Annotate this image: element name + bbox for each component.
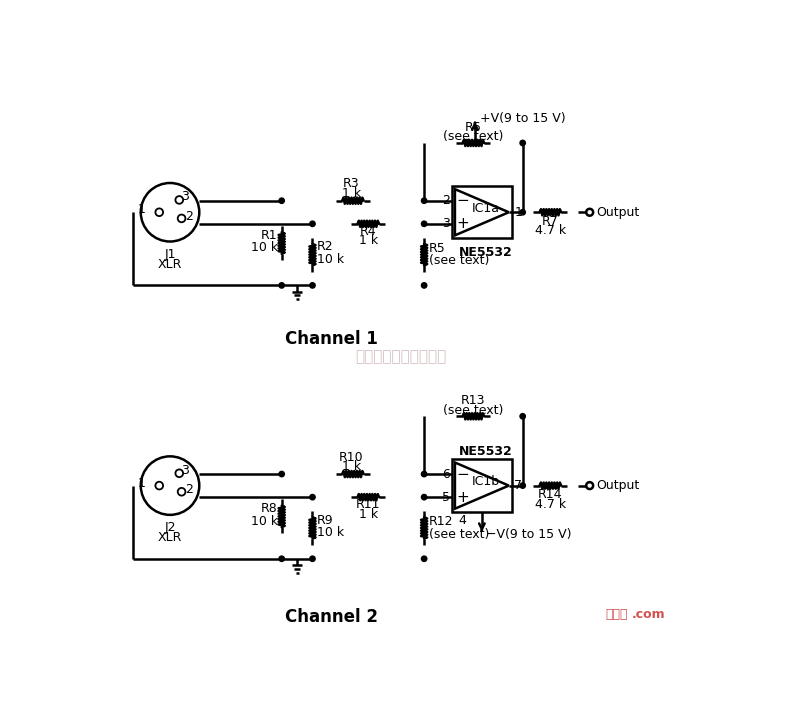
Text: −V(9 to 15 V): −V(9 to 15 V)	[487, 528, 572, 542]
Text: (see text): (see text)	[443, 404, 503, 417]
Circle shape	[279, 283, 284, 288]
Text: 7: 7	[514, 479, 522, 492]
Text: +: +	[457, 490, 469, 505]
Text: (see text): (see text)	[429, 254, 489, 267]
Text: 3: 3	[181, 190, 189, 203]
Text: R12: R12	[429, 515, 453, 528]
Text: 10 k: 10 k	[317, 253, 344, 266]
Text: Channel 1: Channel 1	[285, 330, 378, 349]
Text: 1: 1	[137, 477, 145, 490]
Circle shape	[310, 221, 315, 226]
Text: 1 k: 1 k	[359, 234, 378, 247]
Text: 1 k: 1 k	[342, 460, 361, 473]
Bar	[452, 186, 512, 239]
Text: NE5532: NE5532	[459, 445, 513, 458]
Circle shape	[279, 198, 284, 203]
Circle shape	[520, 483, 525, 488]
Text: NE5532: NE5532	[459, 246, 513, 259]
Text: IC1a: IC1a	[472, 202, 500, 215]
Text: 1 k: 1 k	[359, 508, 378, 520]
Text: R10: R10	[339, 451, 363, 464]
Circle shape	[421, 471, 427, 476]
Text: 1 k: 1 k	[342, 187, 361, 200]
Text: 10 k: 10 k	[317, 526, 344, 539]
Text: XLR: XLR	[158, 532, 182, 545]
Text: 10 k: 10 k	[250, 515, 278, 528]
Text: 1: 1	[514, 206, 522, 219]
Text: −: −	[457, 466, 469, 481]
Text: (see text): (see text)	[429, 528, 489, 540]
Circle shape	[279, 556, 284, 562]
Text: 4: 4	[458, 514, 466, 527]
Text: 6: 6	[442, 468, 450, 481]
Text: +V(9 to 15 V): +V(9 to 15 V)	[480, 111, 565, 125]
Text: R11: R11	[356, 498, 381, 511]
Text: 2: 2	[186, 209, 194, 223]
Text: R3: R3	[343, 178, 359, 190]
Text: R1: R1	[261, 229, 278, 242]
Text: 2: 2	[186, 483, 194, 496]
Text: R2: R2	[317, 241, 333, 253]
Text: R4: R4	[360, 225, 377, 238]
Circle shape	[421, 198, 427, 203]
Circle shape	[310, 283, 315, 288]
Circle shape	[421, 494, 427, 500]
Circle shape	[520, 209, 525, 215]
Text: R13: R13	[461, 394, 486, 408]
Circle shape	[520, 414, 525, 419]
Circle shape	[421, 556, 427, 562]
Text: J2: J2	[164, 521, 175, 535]
Text: 10 k: 10 k	[250, 241, 278, 254]
Circle shape	[586, 209, 593, 216]
Text: R8: R8	[261, 502, 278, 515]
Text: 3: 3	[442, 217, 450, 230]
Text: 3: 3	[181, 464, 189, 476]
Text: 接线图: 接线图	[605, 608, 627, 621]
Text: −: −	[457, 193, 469, 208]
Text: +: +	[457, 217, 469, 231]
Circle shape	[520, 141, 525, 146]
Text: 2: 2	[442, 195, 450, 207]
Text: R9: R9	[317, 514, 333, 527]
Text: Channel 2: Channel 2	[285, 608, 378, 626]
Text: R5: R5	[429, 242, 446, 255]
Text: R6: R6	[465, 121, 482, 134]
Text: .com: .com	[632, 608, 666, 621]
Text: 5: 5	[442, 491, 450, 503]
Text: XLR: XLR	[158, 258, 182, 271]
Text: 杭州将睿科技有限公司: 杭州将睿科技有限公司	[356, 349, 446, 364]
Text: IC1b: IC1b	[472, 475, 500, 488]
Circle shape	[310, 494, 315, 500]
Circle shape	[310, 556, 315, 562]
Text: (see text): (see text)	[443, 131, 503, 143]
Text: Output: Output	[596, 479, 639, 492]
Text: R14: R14	[538, 488, 562, 501]
Text: 1: 1	[137, 204, 145, 217]
Bar	[452, 459, 512, 512]
Text: 4.7 k: 4.7 k	[535, 498, 566, 510]
Circle shape	[279, 471, 284, 476]
Circle shape	[421, 283, 427, 288]
Circle shape	[421, 221, 427, 226]
Text: Output: Output	[596, 206, 639, 219]
Text: R7: R7	[542, 215, 559, 228]
Text: J1: J1	[164, 248, 175, 261]
Text: 4.7 k: 4.7 k	[535, 224, 566, 237]
Circle shape	[586, 482, 593, 489]
